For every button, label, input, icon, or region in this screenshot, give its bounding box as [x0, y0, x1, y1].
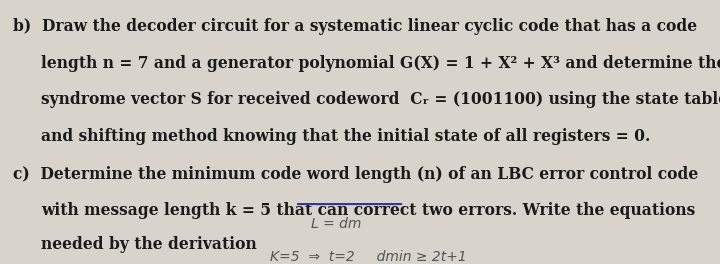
Text: length n = 7 and a generator polynomial G(X) = 1 + X² + X³ and determine the: length n = 7 and a generator polynomial … — [41, 55, 720, 72]
Text: and shifting method knowing that the initial state of all registers = 0.: and shifting method knowing that the ini… — [41, 128, 650, 145]
Text: with message length k = 5 that can correct two errors. Write the equations: with message length k = 5 that can corre… — [41, 202, 695, 219]
Text: c)  Determine the minimum code word length (n) of an LBC error control code: c) Determine the minimum code word lengt… — [14, 166, 698, 183]
Text: L = dm: L = dm — [311, 217, 361, 231]
Text: b)  Draw the decoder circuit for a systematic linear cyclic code that has a code: b) Draw the decoder circuit for a system… — [14, 18, 698, 35]
Text: K=5  ⇒  t=2     dmin ≥ 2t+1: K=5 ⇒ t=2 dmin ≥ 2t+1 — [270, 250, 467, 264]
Text: needed by the derivation: needed by the derivation — [41, 236, 256, 253]
Text: syndrome vector S for received codeword  Cᵣ = (1001100) using the state table: syndrome vector S for received codeword … — [41, 91, 720, 109]
